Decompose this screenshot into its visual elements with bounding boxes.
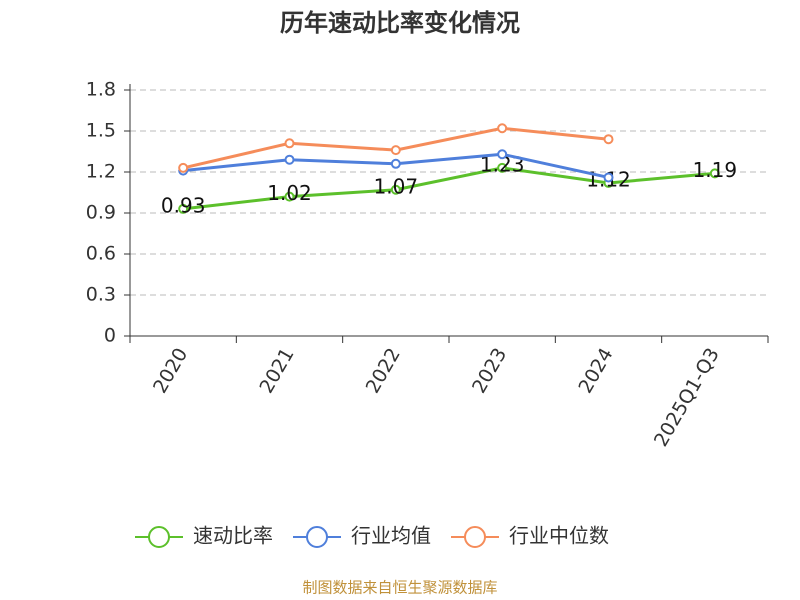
chart-title: 历年速动比率变化情况 xyxy=(280,9,520,37)
legend-label: 速动比率 xyxy=(193,524,273,548)
x-tick-label: 2025Q1-Q3 xyxy=(650,344,724,450)
x-tick-label: 2023 xyxy=(468,344,511,397)
y-tick-label: 1.5 xyxy=(86,120,116,142)
data-label: 1.02 xyxy=(267,181,312,205)
y-tick-label: 0.6 xyxy=(86,243,116,265)
y-tick-label: 0.3 xyxy=(86,284,116,306)
x-tick-label: 2024 xyxy=(574,344,617,397)
data-point xyxy=(390,145,401,156)
legend-label: 行业中位数 xyxy=(509,524,609,548)
data-point xyxy=(603,172,614,183)
legend-marker xyxy=(148,526,170,548)
legend-marker xyxy=(464,526,486,548)
source-note: 制图数据来自恒生聚源数据库 xyxy=(302,579,497,597)
series-line xyxy=(182,166,715,211)
y-tick-label: 0 xyxy=(104,325,116,347)
data-point xyxy=(284,138,295,149)
data-point xyxy=(390,184,401,195)
x-tick-label: 2022 xyxy=(362,344,405,397)
data-point xyxy=(178,162,189,173)
legend-marker xyxy=(306,526,328,548)
data-point xyxy=(178,203,189,214)
legend-label: 行业均值 xyxy=(351,524,431,548)
y-tick-label: 1.8 xyxy=(86,79,116,101)
data-point xyxy=(390,158,401,169)
data-point xyxy=(497,149,508,160)
y-tick-label: 0.9 xyxy=(86,202,116,224)
data-point xyxy=(497,162,508,173)
data-point xyxy=(603,134,614,145)
data-label: 0.93 xyxy=(161,193,206,217)
data-label: 1.19 xyxy=(693,158,738,182)
y-tick-label: 1.2 xyxy=(86,161,116,183)
data-label: 1.07 xyxy=(374,174,419,198)
data-point xyxy=(284,154,295,165)
data-point xyxy=(709,168,720,179)
x-tick-label: 2021 xyxy=(255,344,298,397)
x-tick-label: 2020 xyxy=(149,344,192,397)
data-point xyxy=(284,191,295,202)
data-point xyxy=(497,123,508,134)
